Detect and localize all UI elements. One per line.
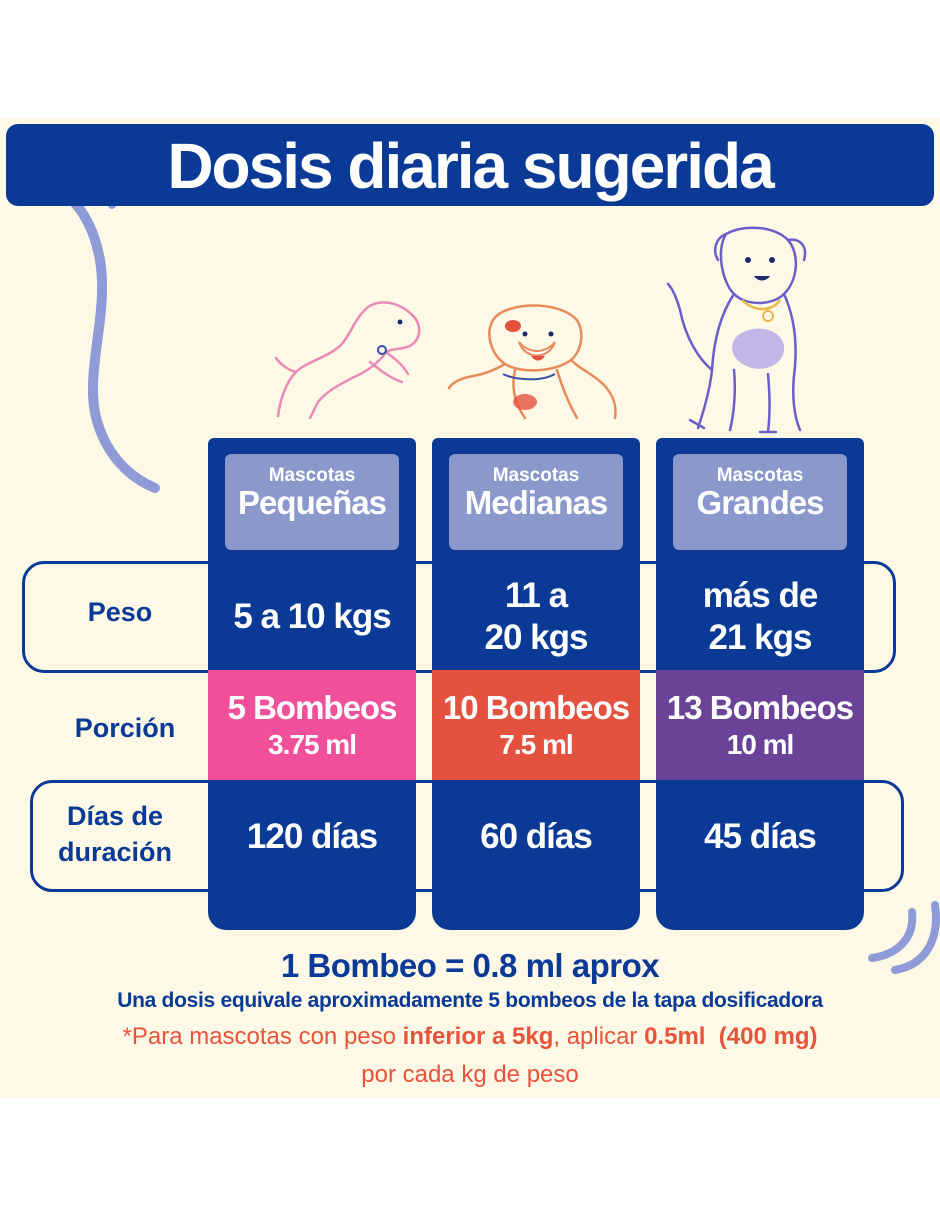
row-label-porcion: Porción (74, 713, 176, 743)
peso-value-pequenas: 5 a 10 kgs (233, 597, 391, 636)
footer-per-kg-note: por cada kg de peso (361, 1061, 579, 1088)
footer-small-pet-note: *Para mascotas con peso inferior a 5kg, … (122, 1023, 818, 1050)
column-header-pequenas: Mascotas Pequeñas (225, 454, 399, 550)
footer-dose-note: Una dosis equivale aproximadamente 5 bom… (117, 989, 823, 1012)
header-big-label: Pequeñas (238, 484, 387, 521)
column-header-medianas: Mascotas Medianas (449, 454, 623, 550)
header-small-label: Mascotas (492, 465, 580, 486)
row-label-peso: Peso (87, 597, 153, 627)
page-title: Dosis diaria sugerida (167, 130, 774, 202)
dias-value-grandes: 45 días (704, 817, 817, 856)
header-big-label: Medianas (464, 484, 608, 521)
peso-value-medianas: 11 a 20 kgs (484, 576, 589, 657)
title-bar (6, 124, 934, 206)
peso-value-grandes: más de 21 kgs (702, 576, 819, 657)
header-small-label: Mascotas (716, 465, 804, 486)
porcion-cell-medianas: 10 Bombeos 7.5 ml (432, 670, 640, 780)
footer-bombeo-equivalence: 1 Bombeo = 0.8 ml aprox (280, 947, 660, 984)
dias-value-medianas: 60 días (480, 817, 593, 856)
row-label-dias: Días de duración (57, 801, 172, 867)
porcion-cell-pequenas: 5 Bombeos 3.75 ml (208, 670, 416, 780)
large-dog-icon (666, 226, 807, 434)
medium-dog-icon (447, 304, 617, 420)
small-dog-icon (274, 301, 421, 420)
dias-value-pequenas: 120 días (246, 817, 378, 856)
column-header-grandes: Mascotas Grandes (673, 454, 847, 550)
header-big-label: Grandes (696, 484, 825, 521)
porcion-cell-grandes: 13 Bombeos 10 ml (656, 670, 864, 780)
header-small-label: Mascotas (268, 465, 356, 486)
